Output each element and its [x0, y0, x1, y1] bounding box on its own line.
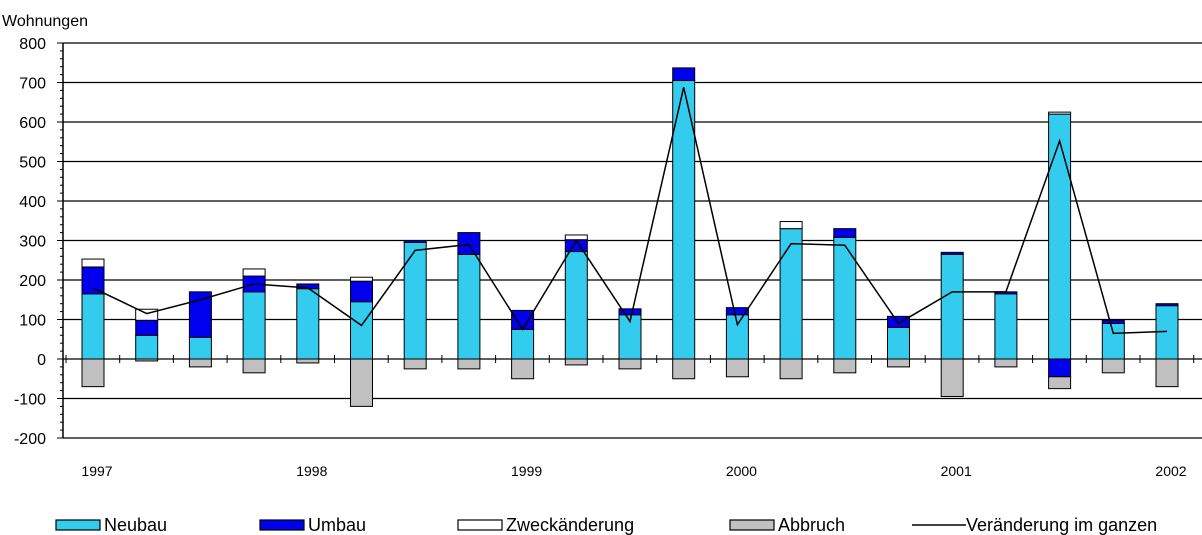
bars: [81, 67, 1179, 407]
umbau-bar: [887, 315, 910, 328]
x-tick-labels: 1997 1998 1999 2000 2001 2002: [81, 463, 1186, 479]
total-change-line: [92, 87, 1168, 335]
legend-label: Veränderung im ganzen: [966, 515, 1157, 535]
umbau-bar: [511, 309, 535, 330]
zweckaenderung-bar: [779, 221, 803, 230]
umbau-bar: [1155, 303, 1179, 307]
x-year-label: 1999: [511, 463, 542, 479]
umbau-bar: [81, 266, 105, 295]
umbau-bar: [672, 67, 696, 82]
y-axis-title: Wohnungen: [2, 13, 88, 30]
umbau-bar: [833, 228, 857, 238]
umbau-bar: [1048, 358, 1072, 378]
abbruch-bar: [188, 358, 212, 368]
x-year-label: 2002: [1155, 463, 1186, 479]
abbruch-bar: [296, 358, 320, 364]
y-tick-label: 300: [19, 234, 46, 251]
y-tick-label: -100: [14, 392, 46, 409]
abbruch-bar: [779, 358, 803, 380]
neubau-bar: [779, 228, 803, 360]
abbruch-bar: [672, 358, 696, 380]
zweckaenderung-bar: [1048, 111, 1072, 115]
neubau-bar: [81, 293, 105, 360]
umbau-bar: [188, 291, 212, 338]
umbau-bar: [403, 240, 427, 243]
neubau-bar: [511, 328, 535, 360]
zweckaenderung-bar: [564, 234, 588, 241]
neubau-bar: [188, 336, 212, 360]
abbruch-bar: [511, 358, 535, 380]
abbruch-bar: [135, 358, 159, 362]
abbruch-bar: [242, 358, 266, 374]
y-tick-labels: 800 700 600 500 400 300 200 100 0 -100 -200: [14, 36, 46, 448]
legend-swatch: [729, 519, 775, 531]
neubau-bar: [564, 251, 588, 360]
abbruch-bar: [350, 358, 373, 407]
neubau-bar: [296, 288, 320, 360]
abbruch-bar: [618, 358, 642, 370]
legend-swatch: [457, 519, 503, 531]
neubau-bar: [457, 253, 481, 360]
y-tick-label: 400: [19, 194, 46, 211]
total-change-series-line: [92, 87, 1168, 335]
neubau-bar: [940, 253, 964, 360]
abbruch-bar: [564, 358, 588, 366]
umbau-bar: [940, 251, 964, 255]
y-tick-label: 200: [19, 273, 46, 290]
umbau-bar: [725, 307, 749, 316]
legend-label: Umbau: [308, 515, 366, 535]
legend: Neubau Umbau Zweckänderung Abbruch Veränderu…: [55, 515, 1157, 535]
umbau-bar: [135, 319, 159, 336]
abbruch-bar: [403, 358, 427, 370]
legend-swatch: [55, 519, 101, 531]
umbau-bar: [457, 232, 481, 255]
neubau-bar: [887, 326, 910, 360]
zweckaenderung-bar: [135, 308, 159, 321]
x-year-label: 2001: [941, 463, 972, 479]
abbruch-bar: [833, 358, 857, 374]
y-tick-label: 500: [19, 155, 46, 172]
y-tick-label: 600: [19, 115, 46, 132]
umbau-bar: [1101, 319, 1125, 324]
neubau-bar: [350, 301, 373, 360]
umbau-bar: [618, 308, 642, 316]
legend-label: Neubau: [104, 515, 167, 535]
neubau-bar: [1048, 113, 1072, 360]
x-year-label: 1997: [81, 463, 112, 479]
y-tick-label: 700: [19, 76, 46, 93]
abbruch-bar: [1048, 376, 1072, 390]
zweckaenderung-bar: [350, 276, 373, 282]
axes: [57, 42, 1195, 439]
y-tick-label: 800: [19, 36, 46, 53]
y-tick-label: -200: [14, 431, 46, 448]
abbruch-bar: [81, 358, 105, 388]
neubau-bar: [994, 293, 1018, 360]
neubau-bar: [242, 291, 266, 360]
legend-swatch: [259, 519, 305, 531]
umbau-bar: [350, 280, 373, 303]
abbruch-bar: [457, 358, 481, 370]
zweckaenderung-bar: [242, 268, 266, 277]
y-tick-label: 0: [37, 352, 46, 369]
abbruch-bar: [1155, 358, 1179, 388]
zweckaenderung-bar: [81, 258, 105, 268]
x-year-label: 2000: [726, 463, 757, 479]
gridlines: [63, 42, 1202, 439]
abbruch-bar: [994, 358, 1018, 368]
legend-label: Zweckänderung: [506, 515, 634, 535]
neubau-bar: [135, 334, 159, 360]
y-tick-label: 100: [19, 313, 46, 330]
neubau-bar: [1101, 322, 1125, 360]
abbruch-bar: [887, 358, 910, 368]
abbruch-bar: [940, 358, 964, 398]
legend-label: Abbruch: [778, 515, 845, 535]
x-year-label: 1998: [296, 463, 327, 479]
abbruch-bar: [725, 358, 749, 378]
abbruch-bar: [1101, 358, 1125, 374]
